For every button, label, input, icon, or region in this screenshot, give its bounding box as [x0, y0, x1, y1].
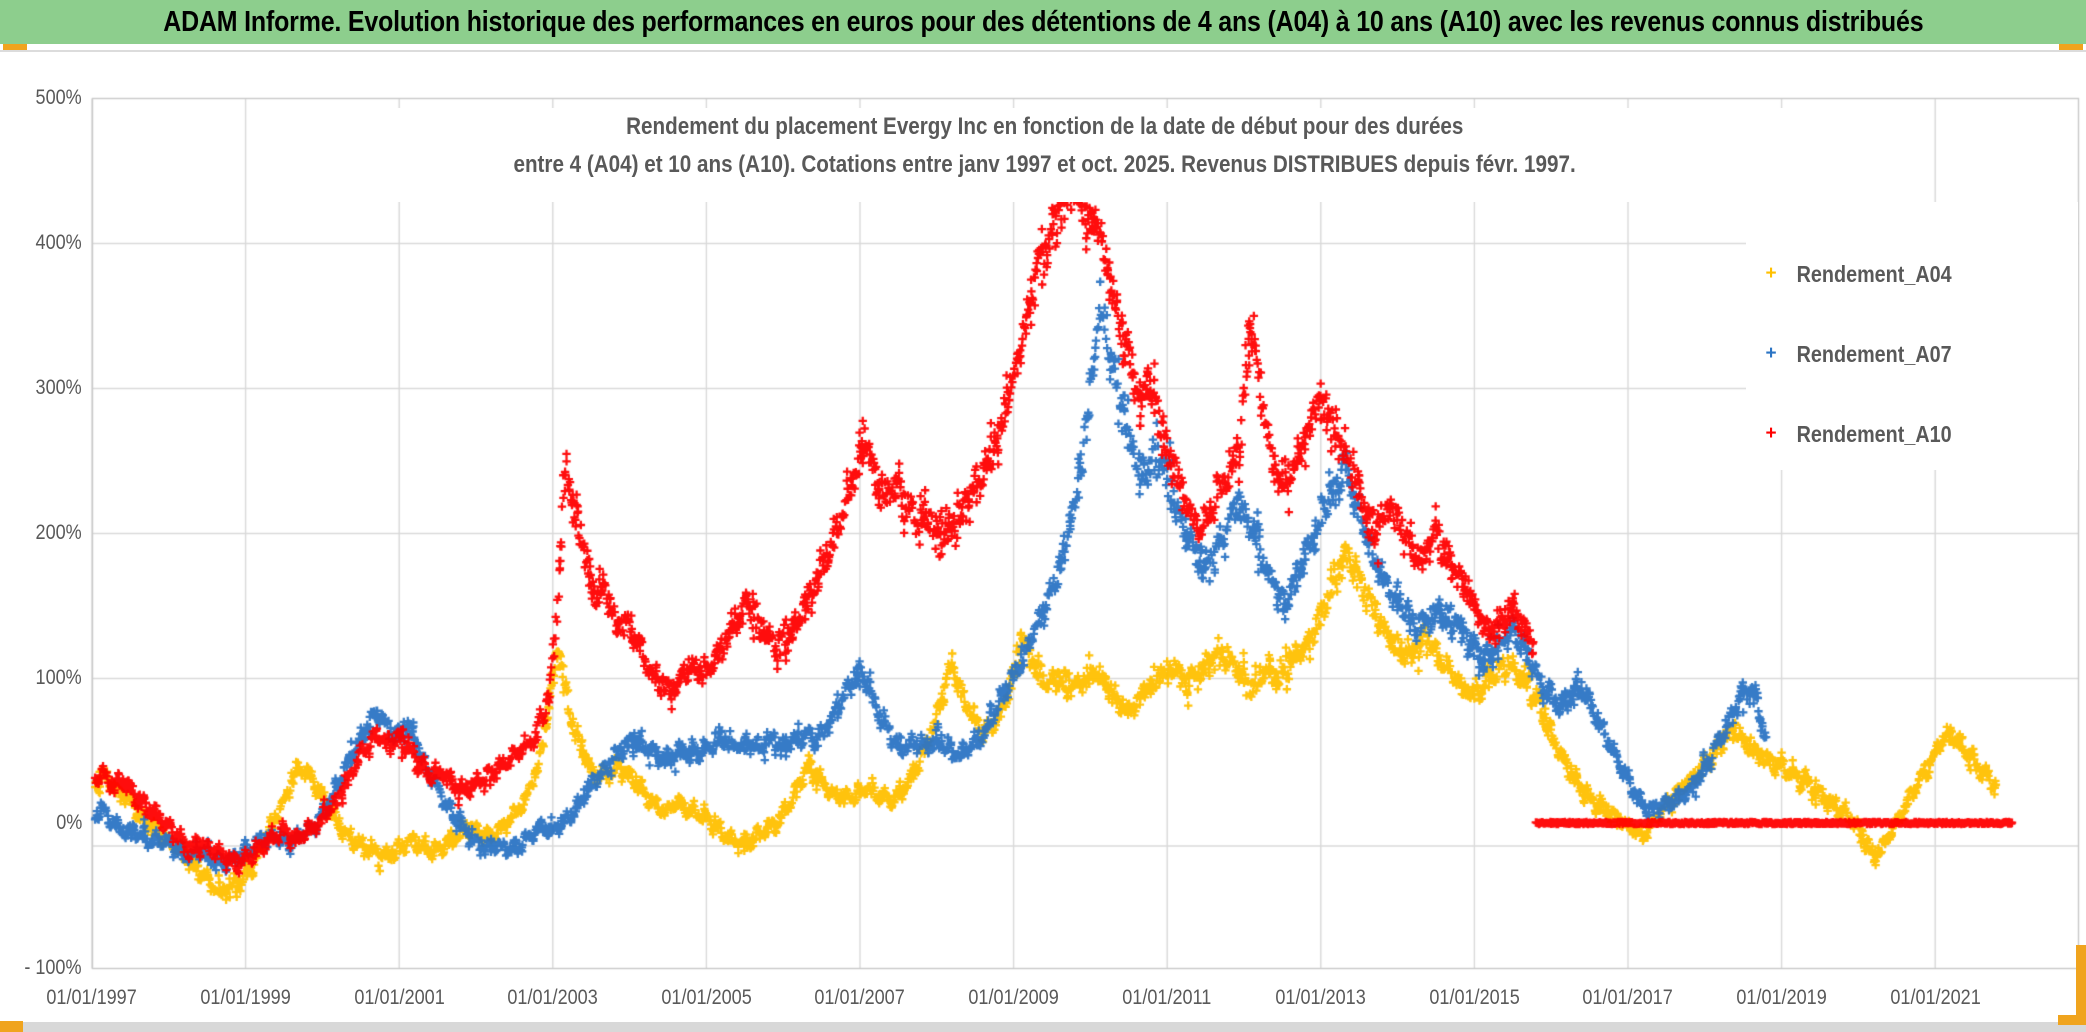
y-axis-tick-label: 100%: [35, 666, 82, 689]
header-divider: [0, 50, 2086, 53]
x-axis-tick-label: 01/01/2019: [1736, 986, 1827, 1009]
legend-item-label: Rendement_A07: [1796, 340, 1952, 367]
y-axis-tick-label: 200%: [35, 521, 82, 544]
header-accent-right: [2059, 44, 2083, 52]
legend-plus-marker-icon: +: [1765, 263, 1777, 284]
legend-item-rendement_a10: + Rendement_A10: [1758, 417, 2058, 451]
header-bar: ADAM Informe. Evolution historique des p…: [0, 0, 2086, 44]
x-axis-tick-label: 01/01/2001: [353, 986, 445, 1009]
bottom-strip: [0, 1022, 2086, 1032]
x-axis-tick-label: 01/01/2003: [507, 986, 598, 1009]
legend-plus-marker-icon: +: [1765, 343, 1777, 364]
bottom-accent-left: [0, 1021, 23, 1032]
chart-plot-canvas: [0, 52, 2086, 1010]
x-axis-tick-label: 01/01/1997: [46, 986, 138, 1009]
y-axis-tick-label: - 100%: [24, 956, 82, 979]
header-accent-left: [3, 44, 27, 52]
chart-title-line1: Rendement du placement Evergy Inc en fon…: [626, 113, 1464, 140]
x-axis-tick-label: 01/01/2011: [1122, 986, 1212, 1009]
x-axis-tick-label: 01/01/2013: [1275, 986, 1366, 1009]
right-accent-strip: [2076, 945, 2086, 1025]
bottom-accent-corner: [2058, 1015, 2086, 1025]
chart-title-line2: entre 4 (A04) et 10 ans (A10). Cotations…: [513, 151, 1577, 178]
y-axis-tick-label: 400%: [35, 231, 82, 254]
y-axis-tick-label: 300%: [35, 376, 82, 399]
legend-item-label: Rendement_A04: [1796, 260, 1952, 287]
x-axis-tick-label: 01/01/2015: [1429, 986, 1520, 1009]
header-title: ADAM Informe. Evolution historique des p…: [162, 5, 1924, 38]
chart-area[interactable]: Rendement du placement Evergy Inc en fon…: [0, 52, 2086, 1010]
x-axis-tick-label: 01/01/2009: [968, 986, 1059, 1009]
legend-item-rendement_a04: + Rendement_A04: [1758, 257, 2058, 291]
legend-plus-marker-icon: +: [1765, 423, 1777, 444]
legend-item-rendement_a07: + Rendement_A07: [1758, 337, 2058, 371]
x-axis-tick-label: 01/01/2005: [661, 986, 752, 1009]
y-axis-tick-label: 500%: [35, 86, 82, 109]
legend-item-label: Rendement_A10: [1796, 420, 1952, 447]
x-axis-tick-label: 01/01/2007: [814, 986, 906, 1009]
y-axis-tick-label: 0%: [55, 811, 82, 834]
x-axis-tick-label: 01/01/2017: [1582, 986, 1674, 1009]
x-axis-tick-label: 01/01/1999: [200, 986, 291, 1009]
legend: + Rendement_A04 + Rendement_A07 + Rendement_A…: [1746, 202, 2078, 470]
chart-title: Rendement du placement Evergy Inc en fon…: [300, 108, 1790, 202]
x-axis-tick-label: 01/01/2021: [1889, 986, 1981, 1009]
